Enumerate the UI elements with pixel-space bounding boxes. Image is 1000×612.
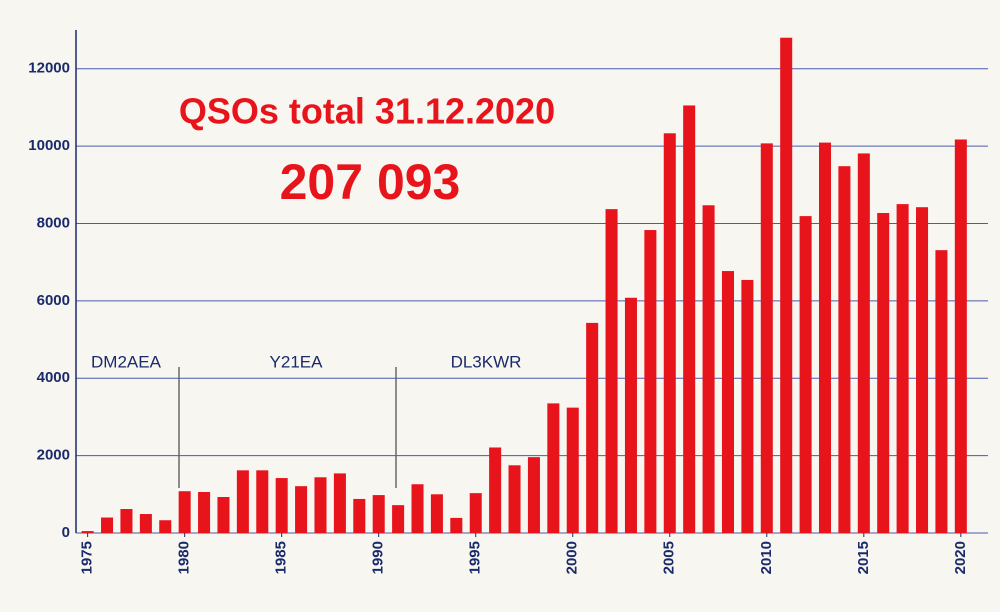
bar <box>508 465 521 533</box>
x-tick-label: 2015 <box>855 541 872 574</box>
x-tick-label: 2010 <box>758 541 775 574</box>
y-tick-label: 2000 <box>37 447 70 464</box>
bar <box>256 470 269 533</box>
chart-title: QSOs total 31.12.2020 <box>179 91 555 132</box>
x-tick-label: 1975 <box>79 541 96 574</box>
bar <box>527 457 540 533</box>
bar <box>392 505 405 533</box>
bar <box>624 297 637 533</box>
annotation: Y21EA <box>270 352 324 371</box>
bar <box>741 279 754 533</box>
bar <box>101 517 114 533</box>
bar <box>236 470 249 533</box>
bar <box>857 153 870 533</box>
bar <box>566 407 579 533</box>
bar <box>683 105 696 533</box>
bar <box>954 139 967 533</box>
bar <box>353 498 366 533</box>
bar <box>469 493 482 533</box>
bar <box>586 322 599 533</box>
annotation: DL3KWR <box>451 352 522 371</box>
bar <box>81 531 94 533</box>
x-tick-label: 2005 <box>661 541 678 574</box>
annotation: DM2AEA <box>91 352 162 371</box>
bar <box>838 166 851 533</box>
x-tick-label: 2000 <box>564 541 581 574</box>
chart-subtitle: 207 093 <box>280 154 461 210</box>
bar <box>198 491 211 533</box>
bar <box>333 473 346 533</box>
bar <box>275 478 288 533</box>
bar <box>372 495 385 533</box>
y-tick-label: 10000 <box>28 137 70 154</box>
x-tick-label: 1985 <box>273 541 290 574</box>
bar <box>430 494 443 533</box>
bar <box>450 517 463 533</box>
bar <box>120 509 133 533</box>
bar <box>217 497 230 533</box>
bar <box>314 477 327 533</box>
x-tick-label: 2020 <box>952 541 969 574</box>
y-tick-label: 4000 <box>37 369 70 386</box>
bar <box>159 520 172 533</box>
bar <box>818 142 832 534</box>
bar <box>799 216 812 534</box>
bar <box>295 486 308 533</box>
bar <box>896 204 909 533</box>
bar <box>780 37 793 533</box>
bar <box>139 514 152 533</box>
bar <box>916 207 929 534</box>
bar <box>760 143 773 533</box>
bar <box>489 447 502 533</box>
bar <box>178 491 191 533</box>
bar <box>935 250 948 533</box>
bar <box>547 403 560 533</box>
y-tick-label: 0 <box>62 524 70 541</box>
y-tick-label: 12000 <box>28 60 70 77</box>
x-tick-label: 1980 <box>176 541 193 574</box>
bar <box>702 205 715 533</box>
x-tick-label: 1995 <box>467 541 484 574</box>
bar <box>877 213 890 533</box>
bar <box>663 133 676 533</box>
bar <box>721 271 734 533</box>
bar <box>411 484 424 533</box>
y-tick-label: 8000 <box>37 214 70 231</box>
y-tick-label: 6000 <box>37 292 70 309</box>
x-tick-label: 1990 <box>370 541 387 574</box>
bar <box>644 230 657 533</box>
bar <box>605 209 618 533</box>
